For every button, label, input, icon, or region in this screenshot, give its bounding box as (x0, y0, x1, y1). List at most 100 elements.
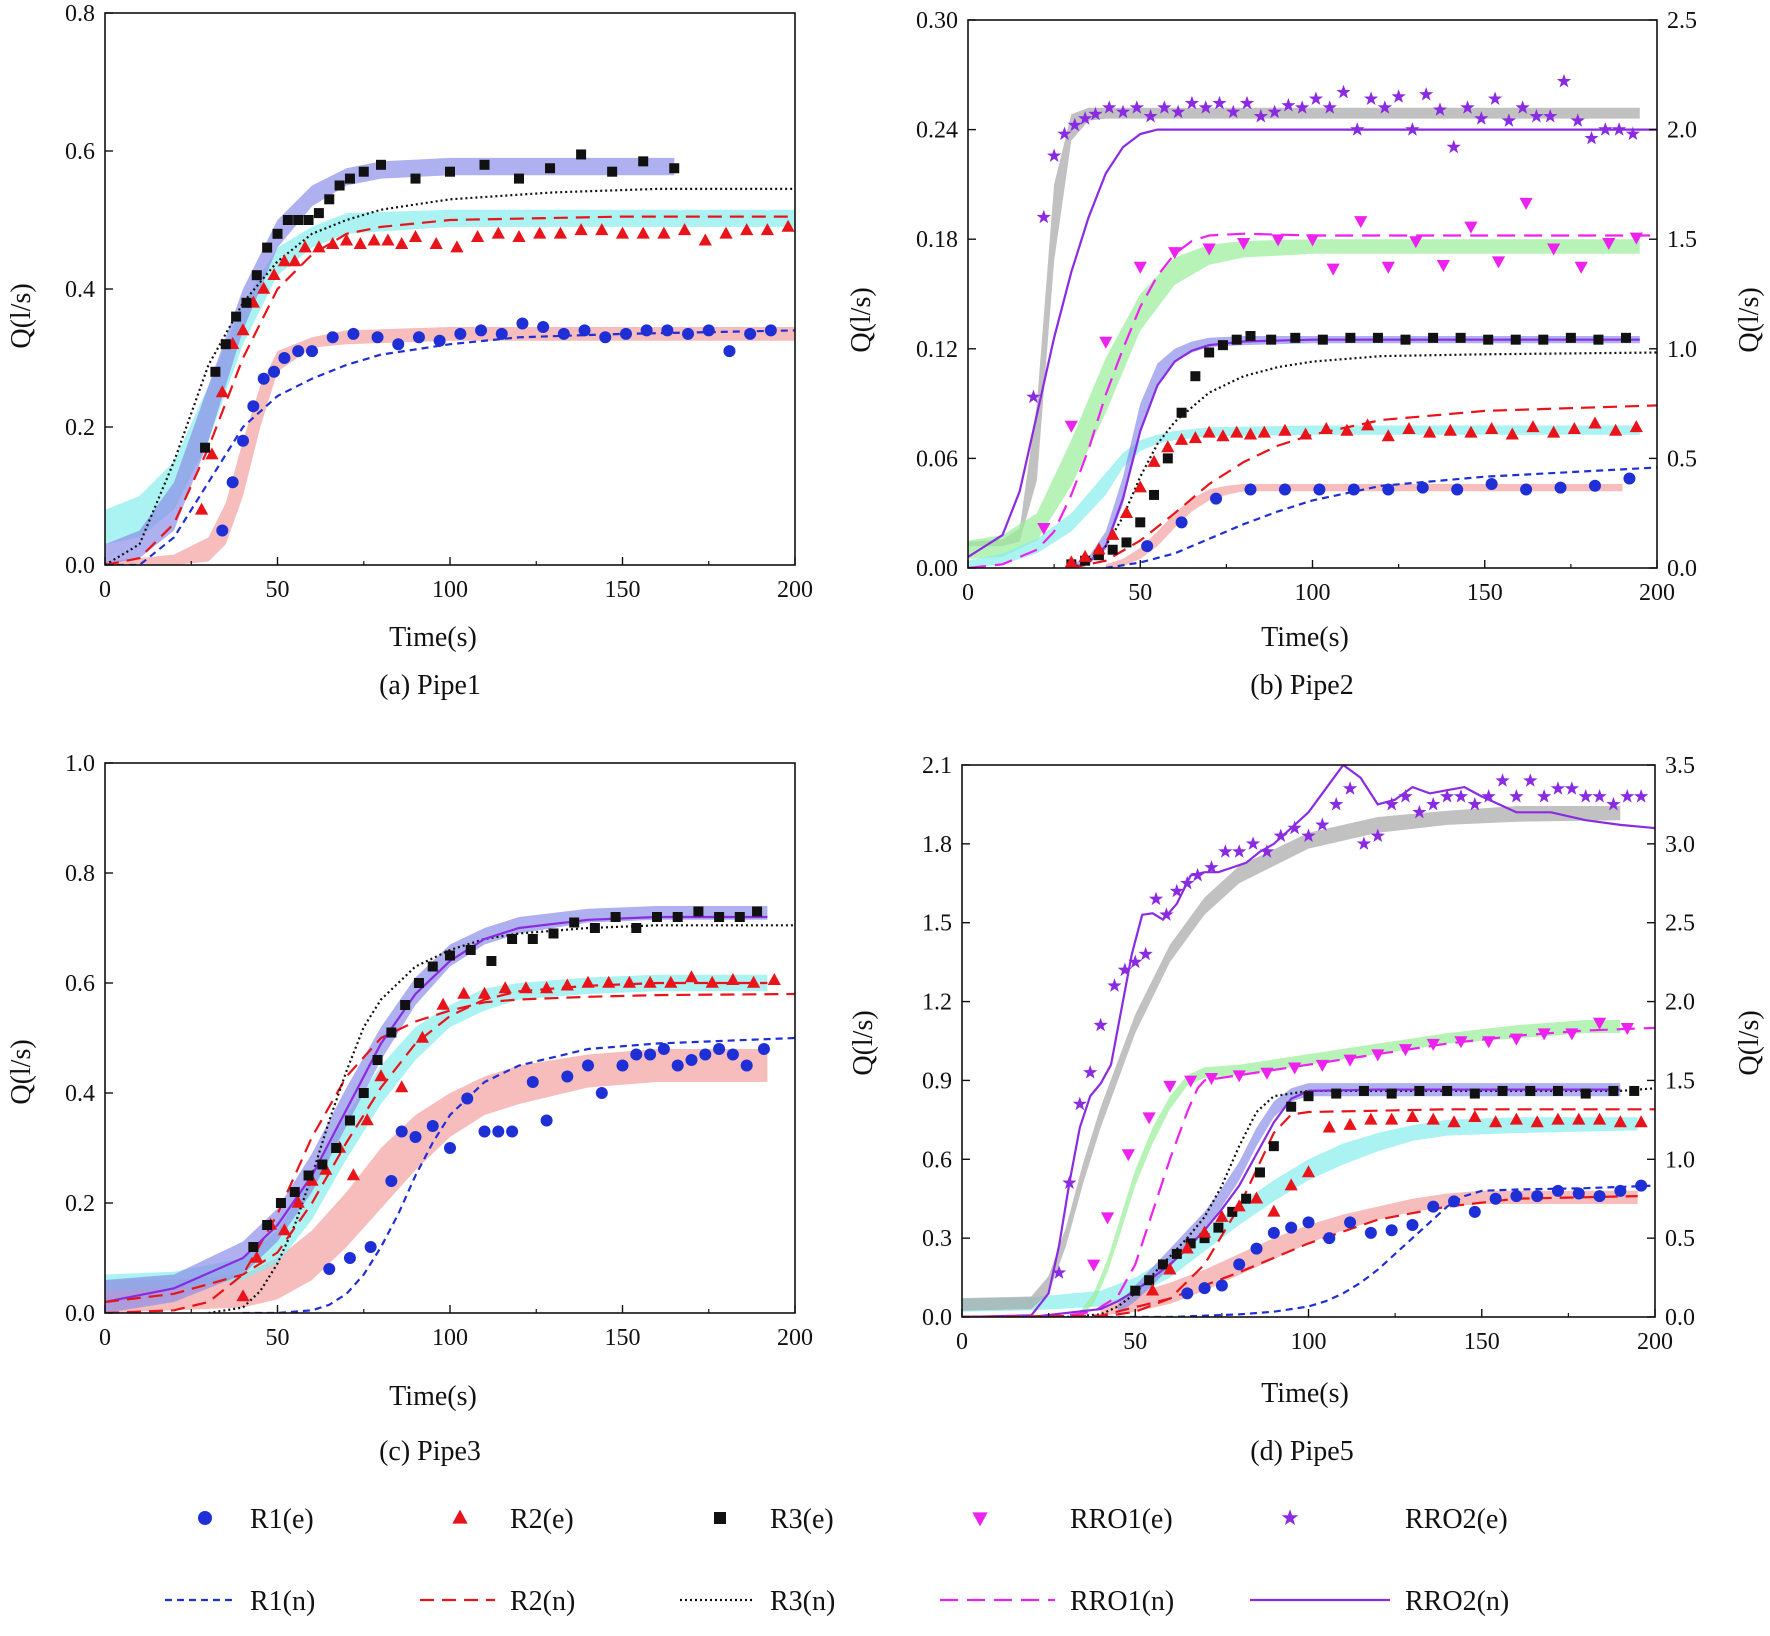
legend-label: R1(n) (250, 1586, 315, 1617)
data-point-rro2e (1218, 844, 1233, 858)
data-point-r3e (1266, 334, 1277, 345)
x-tick-label: 150 (1464, 1329, 1500, 1355)
y-right-tick-label: 1.0 (1667, 337, 1697, 363)
data-point-r3e (1135, 517, 1146, 528)
data-point-r3e (1469, 1088, 1480, 1099)
data-point-rro1e (1288, 1062, 1302, 1075)
data-point-r3e (1317, 334, 1328, 345)
data-point-r2e (595, 223, 609, 236)
panel-b-xlabel: Time(s) (1261, 622, 1349, 653)
data-point-r3e (1144, 1275, 1155, 1286)
data-point-r2e (1145, 1283, 1160, 1296)
data-point-r1e (412, 331, 425, 344)
y-right-tick-label: 0.5 (1667, 446, 1697, 472)
y-tick-label: 1.5 (922, 911, 952, 937)
y-tick-label: 1.0 (65, 751, 95, 777)
data-point-r2e (1232, 1199, 1246, 1212)
data-point-rro1e (1519, 197, 1533, 210)
y-right-tick-label: 1.5 (1665, 1068, 1695, 1094)
data-point-r2e (1385, 1112, 1399, 1125)
data-point-rro1e (1574, 261, 1588, 274)
data-point-rro1e (1168, 247, 1182, 260)
data-point-r1e (557, 327, 570, 340)
data-point-rro2e (1226, 104, 1241, 119)
data-point-r2e (1299, 427, 1313, 440)
chart-panel-c: (c) Pipe3 Time(s) Q(l/s) 0 50 100 150 200 0.0… (6, 751, 813, 1467)
data-point-r1e (1485, 477, 1498, 490)
data-point-r2e (1188, 431, 1202, 444)
data-point-rro1e (1121, 1149, 1135, 1162)
data-point-r2e (1547, 425, 1561, 438)
data-point-r2e (1530, 1115, 1544, 1128)
data-point-rro2e (1370, 828, 1385, 842)
data-point-r1e (478, 1125, 491, 1138)
data-point-r2e (236, 1289, 250, 1302)
data-point-rro2e (1625, 126, 1640, 141)
data-point-r2e (1257, 425, 1271, 438)
data-point-rro2e (1342, 781, 1358, 795)
data-point-r3e (652, 912, 662, 922)
x-tick-label: 150 (605, 1325, 641, 1351)
data-point-r1e (371, 331, 384, 344)
data-point-r2e (636, 226, 650, 239)
data-point-r2e (1443, 423, 1457, 436)
data-point-r2e (1592, 1112, 1607, 1125)
uncertainty-band (968, 239, 1640, 559)
data-point-rro1e (1163, 1080, 1177, 1093)
data-point-r2e (1489, 1115, 1503, 1128)
legend-label: R3(n) (770, 1586, 835, 1617)
data-point-r3e (610, 912, 621, 922)
legend-label: RRO2(n) (1405, 1586, 1509, 1617)
y-tick-label: 0.6 (65, 971, 95, 997)
data-point-r3e (231, 311, 242, 322)
data-point-r1e (1181, 1287, 1194, 1300)
data-point-r3e (334, 180, 345, 191)
data-point-rro2e (1159, 907, 1174, 921)
data-point-r3e (1525, 1085, 1536, 1096)
data-point-r2e (1230, 425, 1244, 438)
data-point-rro2e (1115, 104, 1131, 119)
data-point-r1e (1623, 472, 1636, 485)
data-point-rro2e (1062, 1175, 1077, 1189)
data-point-r1e (226, 476, 239, 489)
data-point-r2e (1106, 527, 1120, 540)
legend-item-r3n: R3(n) (680, 1586, 835, 1617)
data-point-rro1e (1409, 236, 1423, 249)
series-line-r2n (1071, 404, 1657, 568)
data-point-r2e (450, 240, 464, 253)
data-point-r1e (1175, 516, 1188, 529)
data-point-rro2e (1336, 84, 1351, 99)
data-point-r3e (344, 1115, 355, 1126)
data-point-r3e (1217, 340, 1228, 351)
y-tick-label: 0.8 (65, 1, 95, 27)
data-point-rro2e (1036, 209, 1051, 224)
data-point-rro2e (1405, 122, 1420, 136)
data-point-r3e (282, 215, 293, 225)
data-point-rro1e (1260, 1067, 1274, 1080)
data-point-rro2e (1047, 148, 1062, 162)
data-point-r2e (719, 226, 733, 239)
data-point-r3e (262, 242, 273, 253)
data-point-r1e (685, 1054, 698, 1066)
legend-label: RRO1(n) (1070, 1586, 1174, 1617)
series-line-r2n (962, 1108, 1655, 1317)
data-point-rro2e (1612, 122, 1627, 136)
data-point-r1e (526, 1076, 539, 1088)
data-point-r1e (1385, 1224, 1398, 1237)
data-point-r3e (1290, 332, 1301, 343)
data-point-r1e (1302, 1216, 1315, 1229)
data-point-rro2e (1107, 978, 1122, 992)
data-point-r2e (1284, 1178, 1298, 1191)
data-point-r2e (1381, 429, 1395, 442)
data-point-r1e (1210, 492, 1223, 505)
data-point-rro2e (1426, 796, 1441, 811)
data-point-rro2e (1143, 108, 1158, 123)
data-point-r3e (445, 950, 455, 961)
plot-frame (104, 12, 796, 566)
data-point-r1e (757, 1043, 770, 1055)
data-point-r1e (444, 1142, 456, 1154)
y-tick-label: 0.6 (65, 139, 95, 165)
data-point-r2e (1405, 1110, 1420, 1123)
data-point-rro2e (1067, 117, 1082, 132)
panel-b-ylabel: Q(l/s) (846, 287, 877, 352)
